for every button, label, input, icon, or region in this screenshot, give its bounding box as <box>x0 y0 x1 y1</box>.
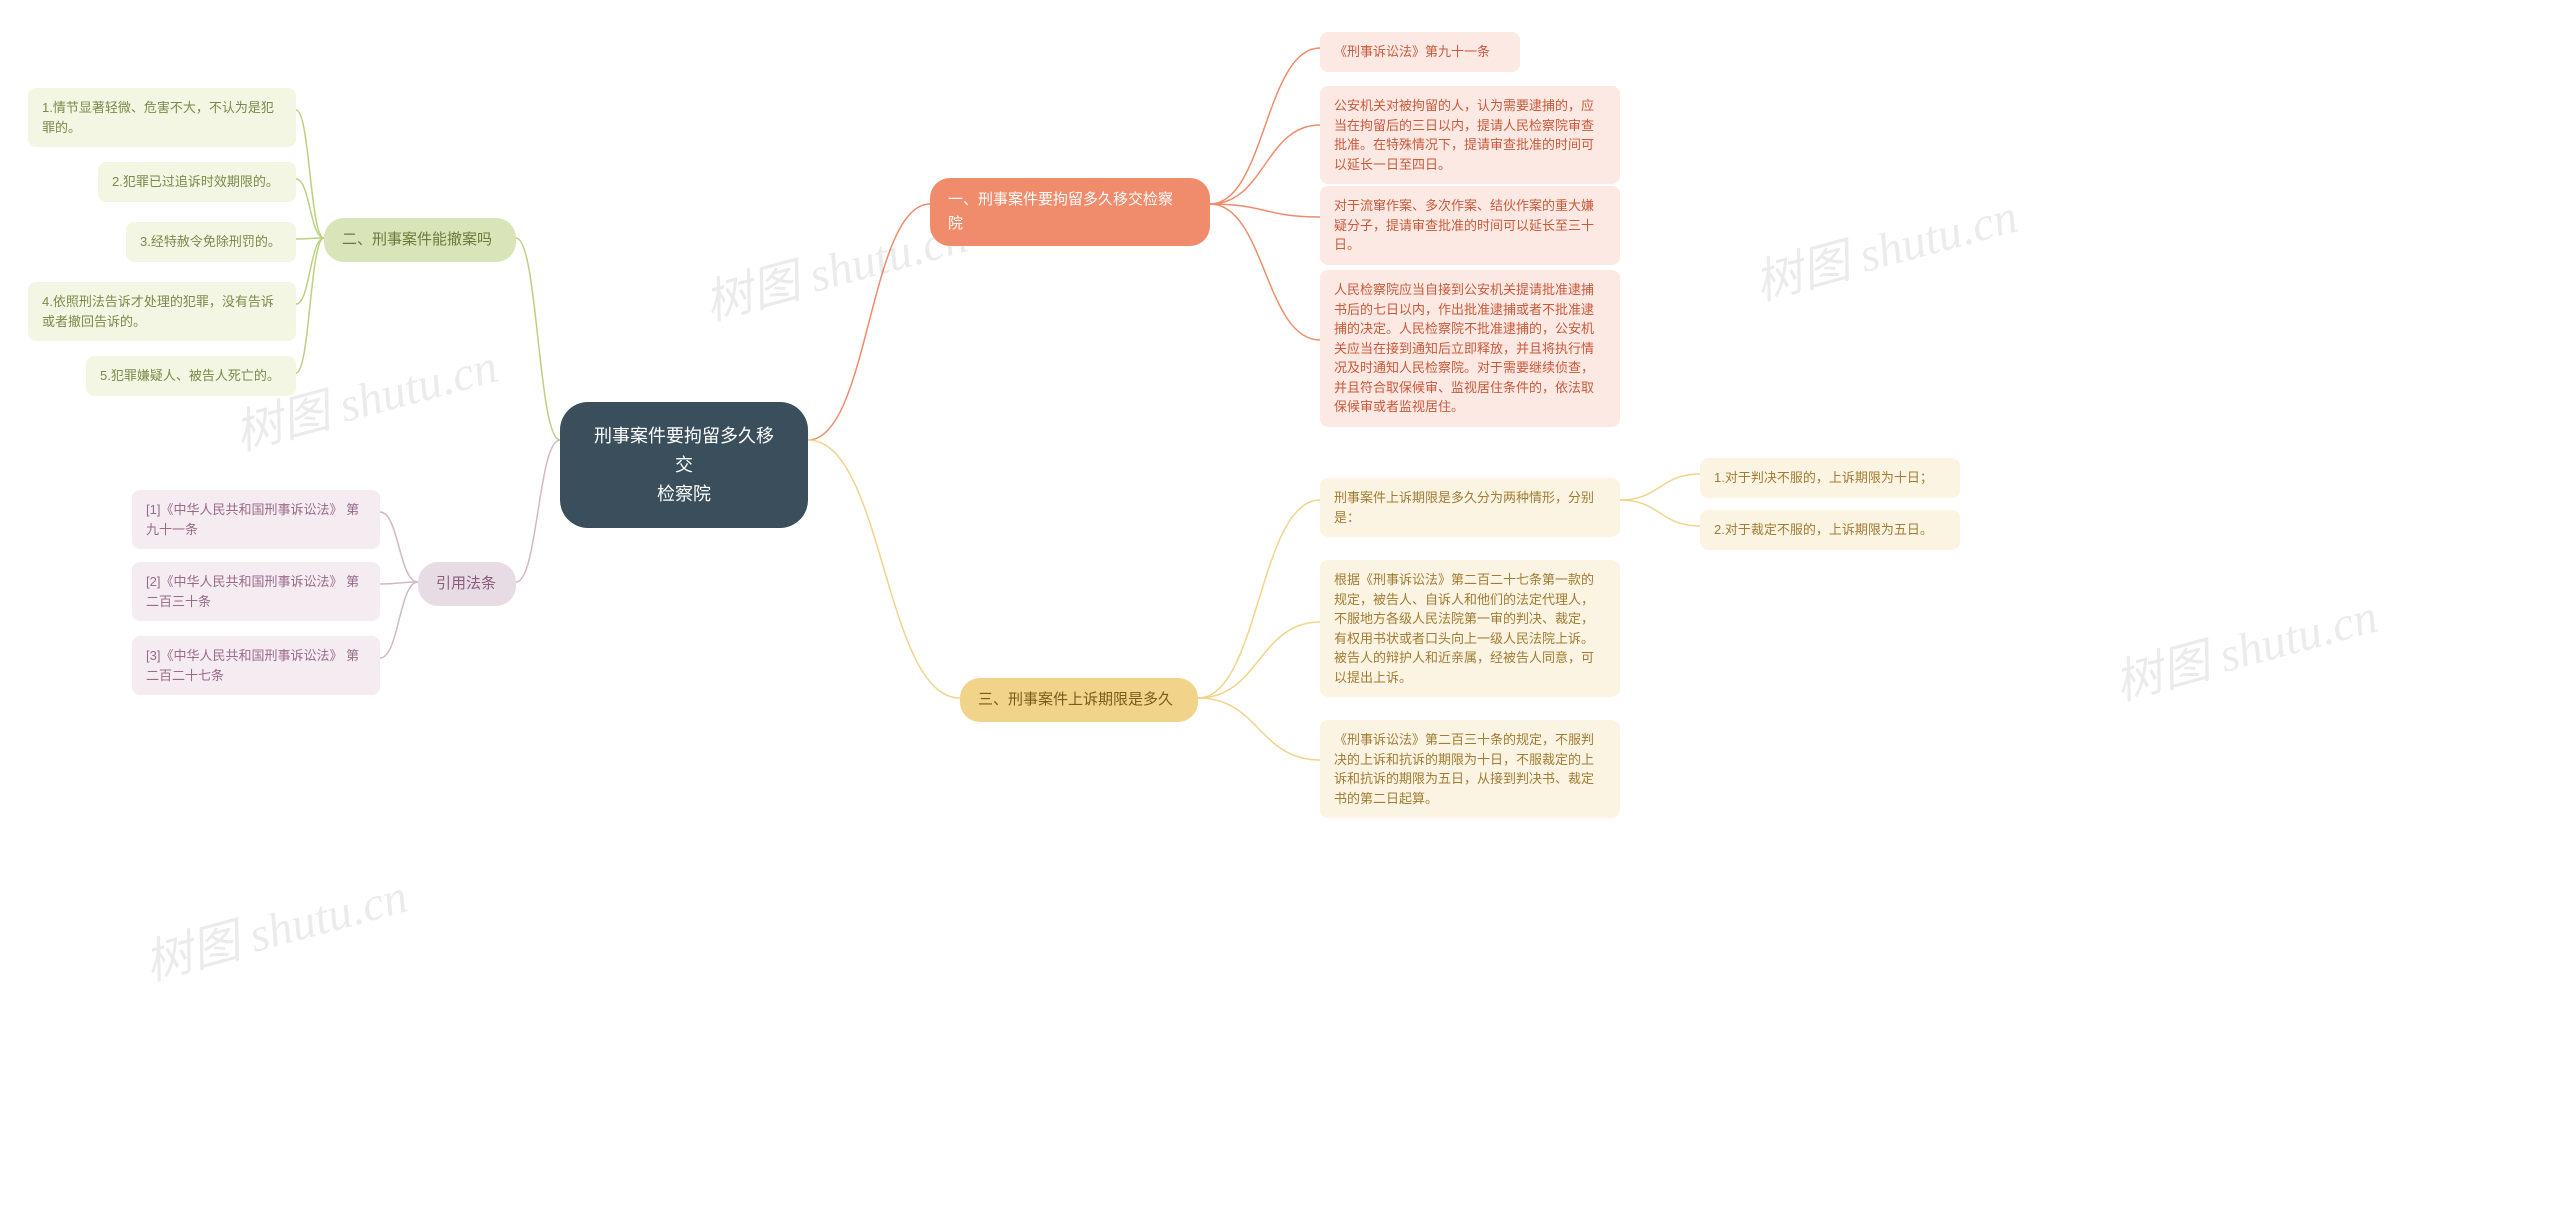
watermark: 树图 shutu.cn <box>136 856 414 993</box>
leaf-b4-1: [2]《中华人民共和国刑事诉讼法》 第二百三十条 <box>132 562 380 621</box>
connectors-layer <box>0 0 2560 1216</box>
watermark: 树图 shutu.cn <box>1746 176 2024 313</box>
leaf-b4-2: [3]《中华人民共和国刑事诉讼法》 第二百二十七条 <box>132 636 380 695</box>
leaf-b3-1: 根据《刑事诉讼法》第二百二十七条第一款的规定，被告人、自诉人和他们的法定代理人，… <box>1320 560 1620 697</box>
leaf-b2-0: 1.情节显著轻微、危害不大，不认为是犯罪的。 <box>28 88 296 147</box>
leaf-b1-0: 《刑事诉讼法》第九十一条 <box>1320 32 1520 72</box>
leaf-b3-2: 《刑事诉讼法》第二百三十条的规定，不服判决的上诉和抗诉的期限为十日，不服裁定的上… <box>1320 720 1620 818</box>
center-topic: 刑事案件要拘留多久移交 检察院 <box>560 402 808 528</box>
leaf-b1-1: 公安机关对被拘留的人，认为需要逮捕的，应当在拘留后的三日以内，提请人民检察院审查… <box>1320 86 1620 184</box>
leaf-b2-1: 2.犯罪已过追诉时效期限的。 <box>98 162 296 202</box>
branch-b1: 一、刑事案件要拘留多久移交检察 院 <box>930 178 1210 246</box>
leaf-b1-2: 对于流窜作案、多次作案、结伙作案的重大嫌疑分子，提请审查批准的时间可以延长至三十… <box>1320 186 1620 265</box>
branch-b3: 三、刑事案件上诉期限是多久 <box>960 678 1198 722</box>
branch-b2: 二、刑事案件能撤案吗 <box>324 218 516 262</box>
leaf-b4-0: [1]《中华人民共和国刑事诉讼法》 第九十一条 <box>132 490 380 549</box>
leaf-b1-3: 人民检察院应当自接到公安机关提请批准逮捕书后的七日以内，作出批准逮捕或者不批准逮… <box>1320 270 1620 427</box>
leaf-b2-3: 4.依照刑法告诉才处理的犯罪，没有告诉或者撤回告诉的。 <box>28 282 296 341</box>
branch-b4: 引用法条 <box>418 562 516 606</box>
watermark: 树图 shutu.cn <box>2106 576 2384 713</box>
leaf-b2-4: 5.犯罪嫌疑人、被告人死亡的。 <box>86 356 296 396</box>
leaf-b3-0-0: 1.对于判决不服的，上诉期限为十日； <box>1700 458 1960 498</box>
leaf-b2-2: 3.经特赦令免除刑罚的。 <box>126 222 296 262</box>
leaf-b3-0: 刑事案件上诉期限是多久分为两种情形，分别是： <box>1320 478 1620 537</box>
leaf-b3-0-1: 2.对于裁定不服的，上诉期限为五日。 <box>1700 510 1960 550</box>
